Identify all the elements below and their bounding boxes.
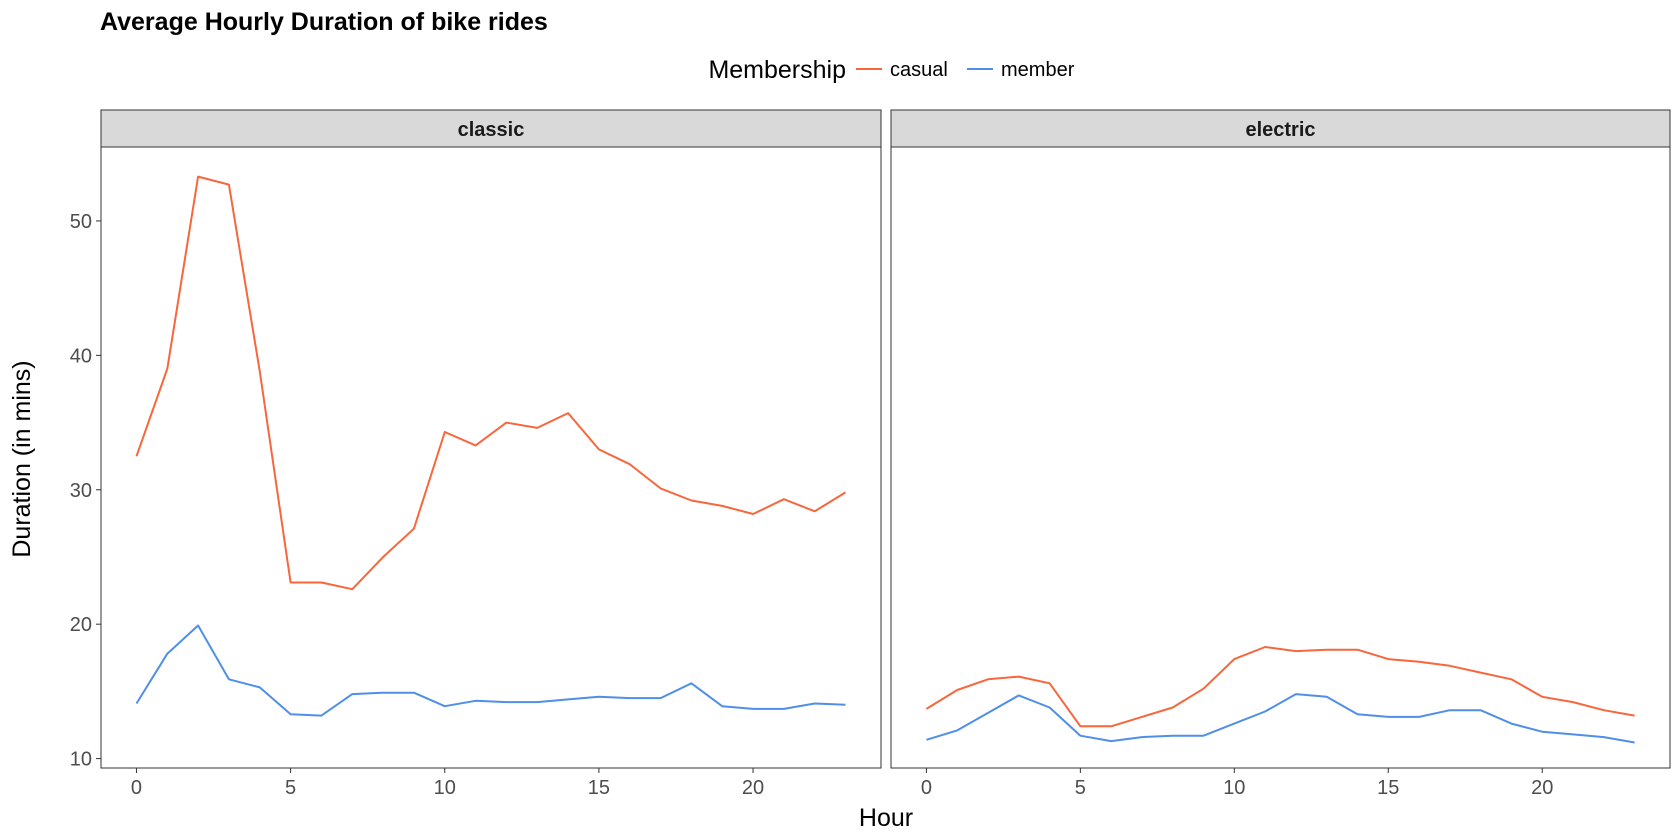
x-tick-label: 10	[1223, 777, 1245, 799]
y-axis-label: Duration (in mins)	[8, 360, 36, 557]
x-tick-label: 5	[285, 777, 296, 799]
x-tick-label: 15	[588, 777, 610, 799]
legend: Membership casual member	[708, 56, 1074, 84]
y-tick-label: 10	[70, 749, 92, 771]
x-tick-label: 5	[1075, 777, 1086, 799]
panel-border-electric	[890, 146, 1671, 769]
y-tick-label: 30	[70, 480, 92, 502]
strip-label-classic: classic	[458, 119, 525, 141]
strip-label-electric: electric	[1245, 119, 1315, 141]
legend-title: Membership	[708, 56, 846, 84]
x-tick-label: 20	[1531, 777, 1553, 799]
y-tick-label: 50	[70, 211, 92, 233]
panel-electric: electric 0 5 10 15 20	[890, 109, 1671, 799]
x-tick-label: 15	[1377, 777, 1399, 799]
x-axis-label: Hour	[859, 804, 913, 832]
series-line-classic-member	[135, 624, 846, 717]
series-line-classic-casual	[135, 175, 847, 591]
y-tick-label: 20	[70, 614, 92, 636]
strip-classic	[100, 109, 882, 148]
strip-electric	[890, 109, 1671, 148]
y-tick-label: 40	[70, 345, 92, 367]
legend-label-member: member	[1001, 59, 1075, 81]
series-line-electric-casual	[925, 646, 1635, 728]
x-tick-label: 0	[131, 777, 142, 799]
panels-layer: classic 0 5 10 15 20 10 20 30 40 50 electric 0 5 10 15 2…	[70, 109, 1671, 799]
legend-label-casual: casual	[890, 59, 948, 81]
chart-title: Average Hourly Duration of bike rides	[100, 8, 548, 36]
x-tick-label: 10	[434, 777, 456, 799]
x-tick-label: 20	[742, 777, 764, 799]
series-line-electric-member	[926, 693, 1635, 744]
panel-classic: classic 0 5 10 15 20 10 20 30 40 50	[70, 109, 882, 799]
panel-border-classic	[100, 146, 882, 769]
x-tick-label: 0	[921, 777, 932, 799]
